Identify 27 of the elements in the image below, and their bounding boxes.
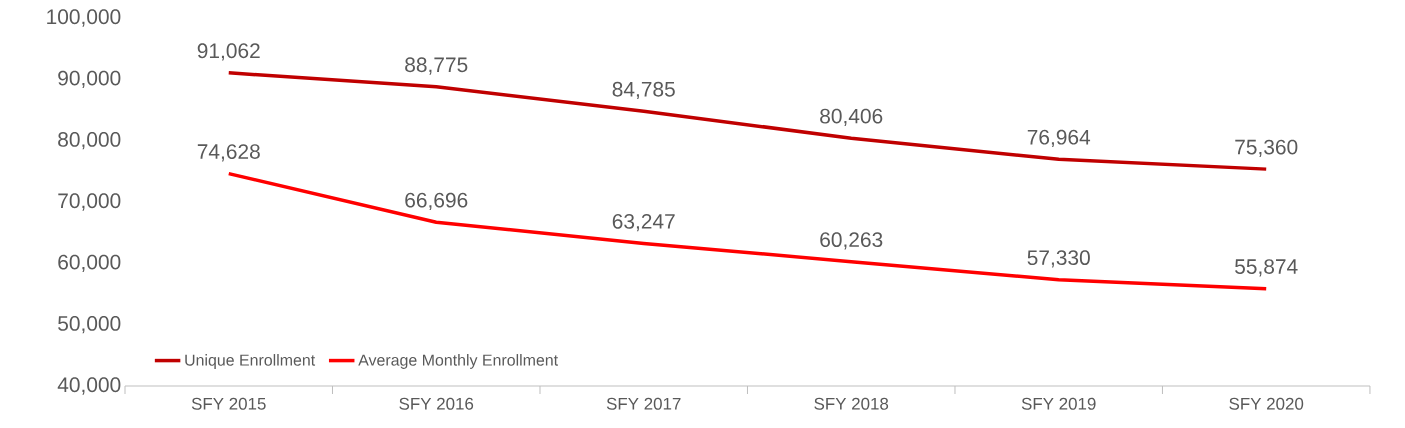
data-label: 57,330	[1027, 250, 1090, 268]
x-tick-label: SFY 2016	[399, 397, 474, 410]
x-tick-label: SFY 2015	[191, 397, 266, 410]
data-label: 75,360	[1235, 139, 1298, 157]
data-label: 80,406	[820, 108, 883, 126]
x-tick-label: SFY 2017	[606, 397, 681, 410]
x-tick-label: SFY 2018	[814, 397, 889, 410]
data-label: 63,247	[612, 213, 675, 232]
data-label: 76,964	[1027, 129, 1091, 148]
data-label: 88,775	[405, 57, 468, 75]
data-label: 66,696	[405, 192, 468, 211]
y-tick-label: 70,000	[58, 193, 121, 211]
y-tick-label: 90,000	[58, 70, 121, 88]
data-label: 74,628	[197, 144, 260, 162]
y-tick-label: 80,000	[58, 132, 121, 150]
legend-label: Average Monthly Enrollment	[358, 354, 558, 369]
x-tick-label: SFY 2020	[1229, 397, 1304, 410]
y-tick-label: 60,000	[58, 254, 121, 272]
data-label: 60,263	[820, 232, 883, 250]
legend-label: Unique Enrollment	[185, 354, 316, 369]
data-label: 55,874	[1235, 259, 1298, 277]
data-label: 91,062	[197, 43, 260, 61]
data-label: 84,785	[612, 81, 675, 100]
x-tick-label: SFY 2019	[1021, 397, 1096, 410]
y-tick-label: 100,000	[47, 9, 121, 27]
y-tick-label: 50,000	[58, 316, 121, 334]
y-tick-label: 40,000	[57, 377, 121, 395]
